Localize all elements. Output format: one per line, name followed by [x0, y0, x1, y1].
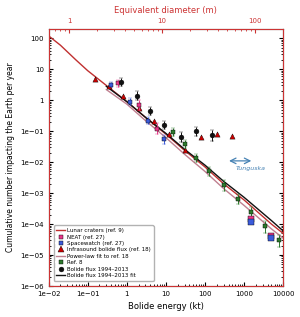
Point — [182, 147, 187, 152]
Point — [167, 132, 171, 137]
Point — [152, 118, 157, 123]
Point — [92, 76, 97, 81]
Point — [106, 84, 111, 89]
Text: Tunguska: Tunguska — [236, 166, 266, 171]
Point — [199, 134, 204, 139]
Point — [214, 132, 219, 137]
Y-axis label: Cumulative number impacting the Earth per year: Cumulative number impacting the Earth pe… — [6, 63, 15, 252]
X-axis label: Bolide energy (kt): Bolide energy (kt) — [128, 302, 204, 311]
X-axis label: Equivalent diameter (m): Equivalent diameter (m) — [115, 6, 217, 15]
Point — [121, 93, 125, 98]
Point — [269, 234, 274, 239]
Point — [230, 133, 235, 139]
Point — [249, 216, 254, 221]
Legend: Lunar craters (ref. 9), NEAT (ref. 27), Spacewatch (ref. 27), Infrasound bolide : Lunar craters (ref. 9), NEAT (ref. 27), … — [54, 225, 154, 281]
Point — [269, 236, 274, 241]
Point — [136, 106, 141, 111]
Point — [249, 219, 254, 224]
